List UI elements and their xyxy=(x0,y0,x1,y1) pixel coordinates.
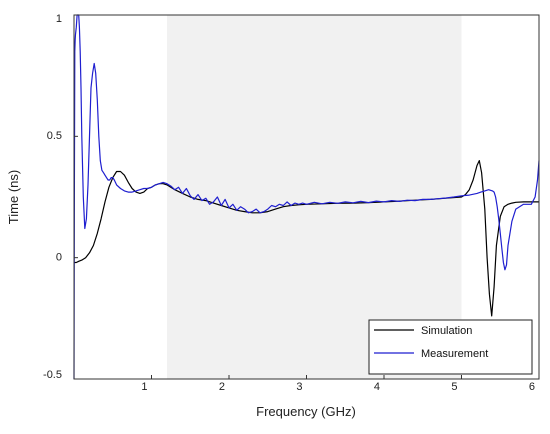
x-tick-label: 5 xyxy=(451,381,457,393)
series-line-measurement xyxy=(73,14,540,380)
shaded-frequency-band xyxy=(167,15,462,379)
x-tick-label: 3 xyxy=(296,381,302,393)
legend-label-measurement: Measurement xyxy=(421,348,488,360)
x-tick-label: 6 xyxy=(529,381,535,393)
y-axis-title: Time (ns) xyxy=(6,170,21,224)
x-axis-ticks: 1 2 3 4 5 6 xyxy=(141,375,540,393)
y-tick-label: 0.5 xyxy=(47,130,62,142)
x-tick-label: 2 xyxy=(219,381,225,393)
legend: Simulation Measurement xyxy=(368,319,533,375)
legend-label-simulation: Simulation xyxy=(421,325,472,337)
y-tick-label: 0 xyxy=(56,252,62,264)
series-line-simulation xyxy=(74,160,539,317)
series-lines xyxy=(73,14,540,380)
x-axis-title: Frequency (GHz) xyxy=(256,404,356,419)
y-axis-ticks: -0.5 0 0.5 1 xyxy=(43,13,78,381)
x-tick-label: 1 xyxy=(141,381,147,393)
legend-box xyxy=(368,319,533,375)
x-tick-label: 4 xyxy=(374,381,380,393)
y-tick-label: -0.5 xyxy=(43,369,62,381)
y-tick-label: 1 xyxy=(56,13,62,25)
